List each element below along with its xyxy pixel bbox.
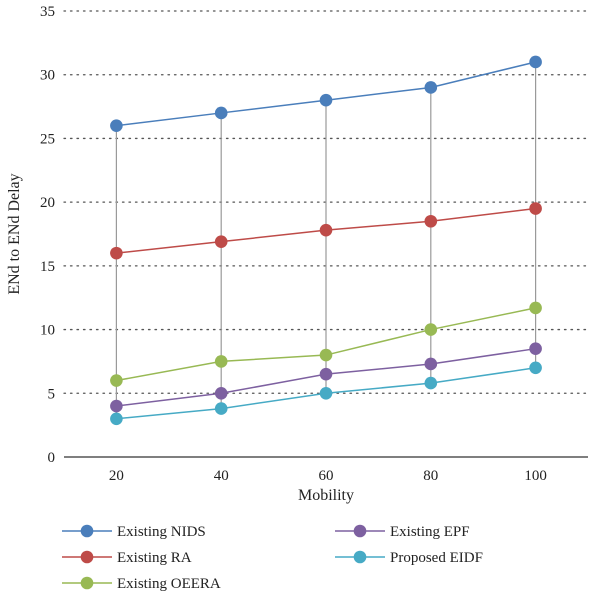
y-tick-label: 5 <box>48 386 56 402</box>
legend-label: Existing EPF <box>390 524 470 540</box>
series-proposed-eidf <box>110 361 542 426</box>
data-point <box>319 386 333 400</box>
legend-label: Existing OEERA <box>117 576 221 592</box>
data-point <box>319 223 333 237</box>
data-point <box>529 55 542 69</box>
data-point <box>424 376 438 390</box>
legend-label: Existing NIDS <box>117 524 206 540</box>
y-tick-label: 20 <box>40 195 55 211</box>
series-existing-nids <box>110 55 542 132</box>
data-point <box>319 367 333 381</box>
data-point <box>214 235 228 248</box>
data-point <box>110 399 123 413</box>
legend-marker <box>353 524 367 538</box>
data-point <box>214 355 228 368</box>
y-tick-label: 15 <box>40 259 55 275</box>
legend: Existing NIDS Existing RA Existing OEERA Ex… <box>62 524 483 592</box>
x-tick-label: 40 <box>214 468 229 484</box>
legend-marker <box>80 550 94 564</box>
data-point <box>110 412 123 426</box>
data-point <box>110 119 123 132</box>
x-axis-title: Mobility <box>298 487 354 504</box>
data-point <box>529 361 542 375</box>
x-tick-label: 100 <box>524 468 547 484</box>
legend-item: Proposed EIDF <box>335 550 483 566</box>
data-point <box>529 301 542 315</box>
y-tick-label: 35 <box>40 4 55 20</box>
legend-label: Existing RA <box>117 550 192 566</box>
series-group <box>110 55 542 426</box>
data-point <box>319 348 333 362</box>
legend-marker <box>353 550 367 564</box>
y-tick-label: 10 <box>40 323 55 339</box>
x-tick-label: 80 <box>423 468 438 484</box>
series-existing-oeera <box>110 301 542 387</box>
legend-label: Proposed EIDF <box>390 550 483 566</box>
legend-item: Existing EPF <box>335 524 470 540</box>
data-point <box>110 374 123 387</box>
data-point <box>214 386 228 400</box>
data-point <box>214 106 228 120</box>
data-point <box>529 342 542 355</box>
series-existing-epf <box>110 342 542 413</box>
data-point <box>529 202 542 215</box>
data-point <box>110 246 123 260</box>
x-tick-label: 20 <box>109 468 124 484</box>
legend-marker <box>80 576 94 590</box>
y-tick-label: 30 <box>40 68 55 84</box>
y-tick-label: 0 <box>48 450 56 466</box>
legend-marker <box>80 524 94 538</box>
y-tick-label: 25 <box>40 131 55 147</box>
x-tick-label: 60 <box>319 468 334 484</box>
legend-item: Existing NIDS <box>62 524 206 540</box>
data-point <box>424 214 438 228</box>
legend-item: Existing OEERA <box>62 576 221 592</box>
series-existing-ra <box>110 202 542 260</box>
axes: 0 5 10 15 20 25 30 35 20 40 60 80 100 <box>40 4 588 484</box>
data-point <box>424 323 438 336</box>
y-axis-title: ENd to ENd Delay <box>6 173 23 294</box>
legend-item: Existing RA <box>62 550 192 566</box>
data-point <box>424 81 438 94</box>
drop-lines <box>115 61 537 419</box>
data-point <box>214 402 228 415</box>
data-point <box>424 357 438 371</box>
data-point <box>319 93 333 107</box>
